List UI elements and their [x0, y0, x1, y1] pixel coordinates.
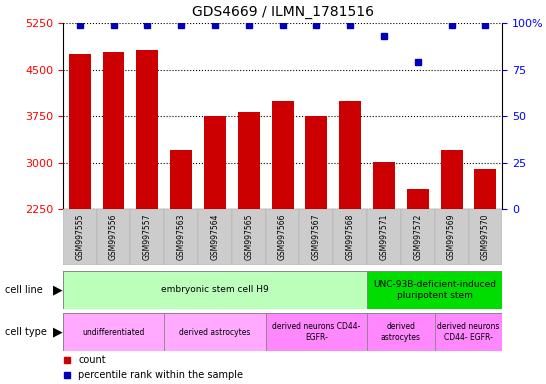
Bar — [266, 313, 367, 351]
Bar — [305, 116, 328, 349]
Bar — [401, 209, 435, 265]
Bar — [97, 209, 130, 265]
Text: UNC-93B-deficient-induced
pluripotent stem: UNC-93B-deficient-induced pluripotent st… — [373, 280, 496, 300]
Text: GSM997567: GSM997567 — [312, 214, 321, 260]
Text: cell line: cell line — [5, 285, 43, 295]
Text: GSM997568: GSM997568 — [346, 214, 355, 260]
Bar — [69, 54, 91, 349]
Bar — [232, 209, 266, 265]
Text: GSM997555: GSM997555 — [75, 214, 84, 260]
Text: GSM997569: GSM997569 — [447, 214, 456, 260]
Bar — [367, 209, 401, 265]
Text: GSM997556: GSM997556 — [109, 214, 118, 260]
Text: count: count — [78, 355, 106, 365]
Text: GSM997566: GSM997566 — [278, 214, 287, 260]
Bar — [407, 189, 429, 349]
Text: derived neurons
CD44- EGFR-: derived neurons CD44- EGFR- — [437, 323, 500, 342]
Text: ▶: ▶ — [52, 326, 62, 339]
Bar — [130, 209, 164, 265]
Text: cell type: cell type — [5, 327, 48, 337]
Bar — [103, 52, 124, 349]
Bar — [238, 112, 260, 349]
Bar — [63, 313, 164, 351]
Bar — [435, 209, 468, 265]
Text: undifferentiated: undifferentiated — [82, 328, 145, 337]
Text: derived astrocytes: derived astrocytes — [179, 328, 251, 337]
Bar — [441, 150, 462, 349]
Bar — [435, 313, 502, 351]
Bar — [468, 209, 502, 265]
Text: ▶: ▶ — [52, 283, 62, 296]
Bar — [204, 116, 226, 349]
Text: percentile rank within the sample: percentile rank within the sample — [78, 370, 243, 380]
Bar — [474, 169, 496, 349]
Bar — [164, 209, 198, 265]
Text: derived neurons CD44-
EGFR-: derived neurons CD44- EGFR- — [272, 323, 360, 342]
Bar — [164, 313, 266, 351]
Text: GSM997570: GSM997570 — [481, 214, 490, 260]
Bar — [198, 209, 232, 265]
Bar — [170, 150, 192, 349]
Bar — [63, 209, 97, 265]
Bar — [63, 271, 367, 309]
Bar — [271, 101, 294, 349]
Text: derived
astrocytes: derived astrocytes — [381, 323, 421, 342]
Bar — [367, 271, 502, 309]
Text: GSM997557: GSM997557 — [143, 214, 152, 260]
Text: GSM997564: GSM997564 — [210, 214, 219, 260]
Text: embryonic stem cell H9: embryonic stem cell H9 — [161, 285, 269, 295]
Bar — [333, 209, 367, 265]
Text: GSM997563: GSM997563 — [176, 214, 186, 260]
Bar — [136, 50, 158, 349]
Text: GSM997572: GSM997572 — [413, 214, 422, 260]
Bar — [339, 101, 361, 349]
Bar — [299, 209, 333, 265]
Text: GSM997565: GSM997565 — [244, 214, 253, 260]
Bar — [266, 209, 299, 265]
Text: GSM997571: GSM997571 — [379, 214, 389, 260]
Bar — [373, 162, 395, 349]
Bar — [367, 313, 435, 351]
Title: GDS4669 / ILMN_1781516: GDS4669 / ILMN_1781516 — [192, 5, 373, 19]
